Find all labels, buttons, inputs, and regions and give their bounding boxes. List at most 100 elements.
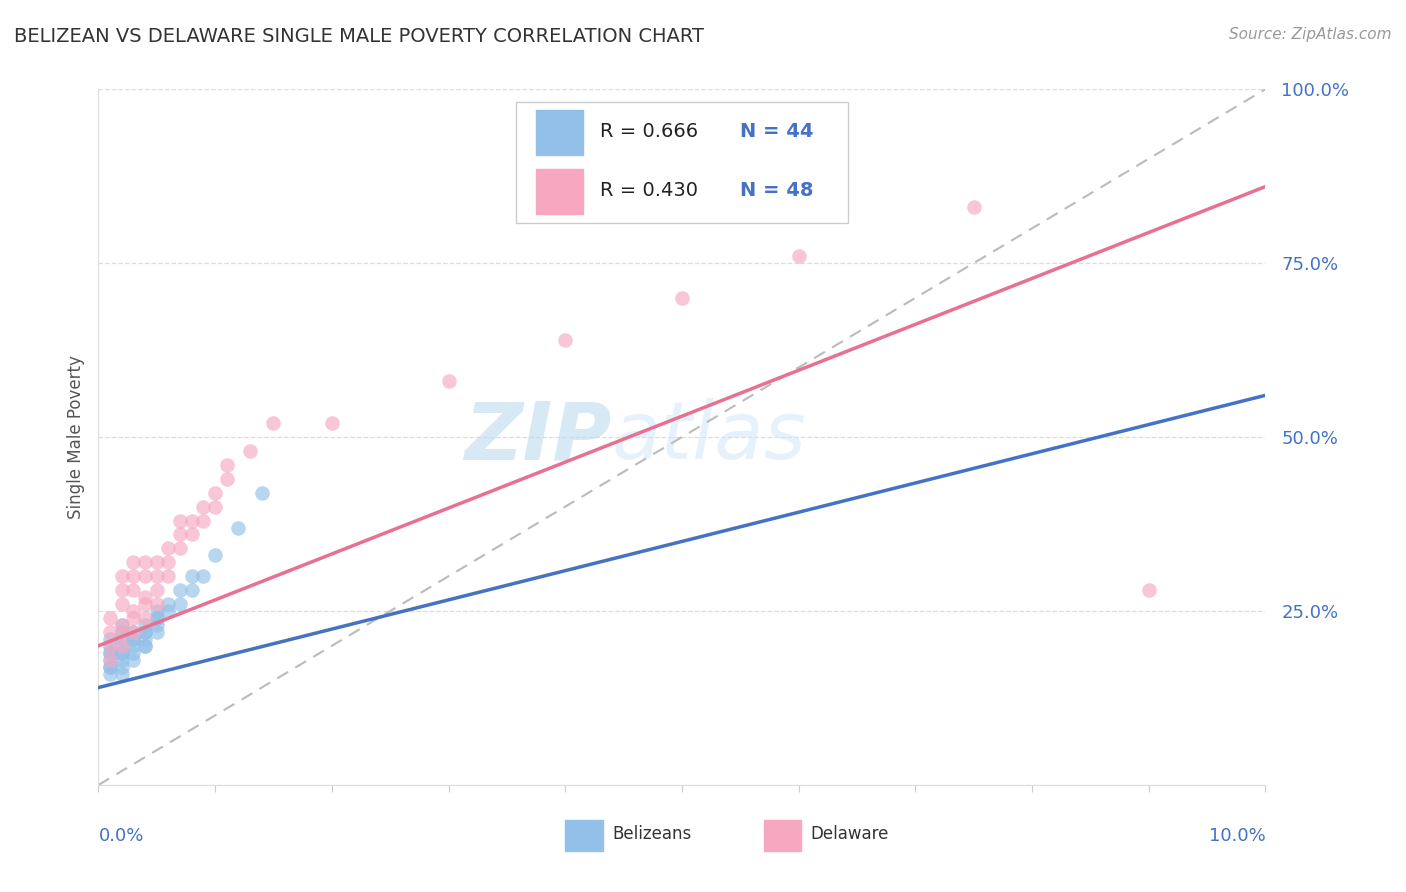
Text: R = 0.430: R = 0.430 <box>600 181 699 201</box>
Point <box>169 514 191 528</box>
Text: BELIZEAN VS DELAWARE SINGLE MALE POVERTY CORRELATION CHART: BELIZEAN VS DELAWARE SINGLE MALE POVERTY… <box>14 27 704 45</box>
Point <box>157 604 180 618</box>
Point <box>193 500 215 514</box>
Point <box>193 514 215 528</box>
Point <box>98 611 121 625</box>
Point <box>134 590 156 604</box>
Point <box>122 639 145 653</box>
Point <box>122 624 145 639</box>
Point <box>98 666 121 681</box>
FancyBboxPatch shape <box>516 102 848 223</box>
Point <box>671 291 693 305</box>
Point <box>146 583 169 598</box>
Point <box>239 444 262 458</box>
Point <box>157 555 180 569</box>
Point <box>204 485 226 500</box>
Point <box>1137 583 1160 598</box>
Text: 10.0%: 10.0% <box>1209 827 1265 845</box>
Point <box>98 639 121 653</box>
Point <box>134 639 156 653</box>
Y-axis label: Single Male Poverty: Single Male Poverty <box>66 355 84 519</box>
Point <box>134 624 156 639</box>
Point <box>111 618 134 632</box>
Point <box>134 611 156 625</box>
Point <box>111 632 134 646</box>
Text: N = 44: N = 44 <box>741 122 814 141</box>
Point <box>122 632 145 646</box>
Point <box>111 624 134 639</box>
Point <box>122 569 145 583</box>
Text: Source: ZipAtlas.com: Source: ZipAtlas.com <box>1229 27 1392 42</box>
Point <box>180 527 202 541</box>
Point <box>98 646 121 660</box>
Point <box>134 624 156 639</box>
Point <box>122 646 145 660</box>
Point <box>262 416 284 430</box>
Point <box>146 569 169 583</box>
Point <box>134 569 156 583</box>
Bar <box>763 820 801 851</box>
Text: atlas: atlas <box>612 398 807 476</box>
Point <box>134 639 156 653</box>
Point <box>169 541 191 556</box>
Point <box>157 569 180 583</box>
Point <box>180 514 202 528</box>
Point <box>111 659 134 673</box>
Point <box>134 618 156 632</box>
Point <box>98 653 121 667</box>
Point <box>111 569 134 583</box>
Point <box>122 632 145 646</box>
Text: Delaware: Delaware <box>810 825 889 843</box>
Point <box>98 639 121 653</box>
Point <box>98 653 121 667</box>
Point <box>122 555 145 569</box>
Point <box>204 549 226 563</box>
Point <box>169 527 191 541</box>
Point <box>98 624 121 639</box>
Point <box>111 639 134 653</box>
Point <box>111 624 134 639</box>
Point <box>134 632 156 646</box>
Point <box>146 604 169 618</box>
Point <box>169 597 191 611</box>
Point <box>111 583 134 598</box>
Bar <box>536 169 582 214</box>
Point <box>962 201 984 215</box>
Point <box>157 541 180 556</box>
Text: 0.0%: 0.0% <box>98 827 143 845</box>
Point <box>98 659 121 673</box>
Point <box>111 597 134 611</box>
Point <box>169 583 191 598</box>
Point <box>554 333 576 347</box>
Point <box>146 597 169 611</box>
Point <box>134 555 156 569</box>
Point <box>215 458 238 472</box>
Point <box>787 249 810 263</box>
Point <box>122 604 145 618</box>
Point <box>204 500 226 514</box>
Bar <box>565 820 603 851</box>
Point <box>111 646 134 660</box>
Point <box>111 653 134 667</box>
Point <box>122 624 145 639</box>
Text: ZIP: ZIP <box>464 398 612 476</box>
Point <box>111 646 134 660</box>
Point <box>180 569 202 583</box>
Point <box>146 624 169 639</box>
Point <box>98 646 121 660</box>
Text: Belizeans: Belizeans <box>612 825 692 843</box>
Point <box>146 611 169 625</box>
Point <box>193 569 215 583</box>
Point <box>98 659 121 673</box>
Point <box>122 611 145 625</box>
Point <box>146 555 169 569</box>
Point <box>146 611 169 625</box>
Point <box>122 653 145 667</box>
Point <box>250 485 273 500</box>
Bar <box>536 110 582 155</box>
Point <box>215 472 238 486</box>
Point <box>180 583 202 598</box>
Point <box>157 597 180 611</box>
Text: N = 48: N = 48 <box>741 181 814 201</box>
Point <box>111 618 134 632</box>
